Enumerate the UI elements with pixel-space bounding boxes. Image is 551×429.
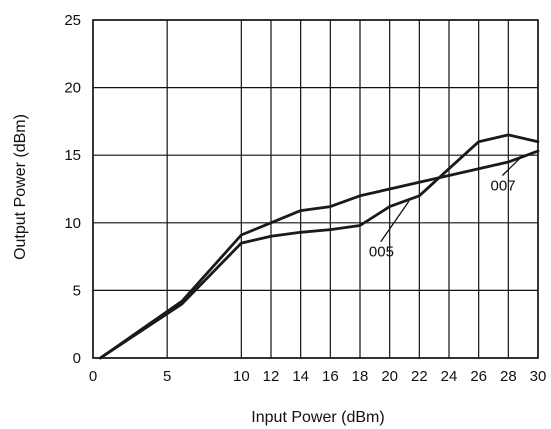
grid (92, 19, 539, 359)
x-tick-label: 5 (163, 368, 171, 385)
series-lines (99, 133, 540, 360)
x-tick-label: 28 (500, 368, 517, 385)
y-tick-label: 10 (64, 215, 81, 232)
series-line-005 (99, 133, 540, 360)
x-tick-label: 22 (411, 368, 428, 385)
x-tick-label: 26 (470, 368, 487, 385)
x-tick-label: 30 (530, 368, 547, 385)
annotation-label-005: 005 (369, 244, 394, 261)
series-line-007 (99, 149, 540, 360)
annotation-label-007: 007 (491, 177, 516, 194)
annotations: 005 007 (369, 154, 524, 261)
x-tick-label: 0 (89, 368, 97, 385)
x-tick-label: 16 (322, 368, 339, 385)
y-tick-label: 15 (64, 147, 81, 164)
y-tick-label: 0 (73, 350, 81, 367)
plot-frame (92, 19, 539, 359)
tick-labels: 0 5 10 12 14 16 18 20 22 24 26 28 30 0 5 10 15 20 25 (64, 12, 546, 385)
y-tick-label: 25 (64, 12, 81, 29)
x-tick-label: 18 (352, 368, 369, 385)
x-axis-label: Input Power (dBm) (251, 409, 384, 426)
x-tick-label: 12 (263, 368, 280, 385)
y-tick-label: 20 (64, 80, 81, 97)
annotation-leader-005 (380, 200, 410, 243)
x-tick-label: 14 (292, 368, 309, 385)
x-tick-label: 10 (233, 368, 250, 385)
y-axis-label: Output Power (dBm) (12, 114, 29, 260)
annotation-leader-007 (501, 154, 524, 176)
x-tick-label: 20 (381, 368, 398, 385)
y-tick-label: 5 (73, 282, 81, 299)
x-tick-label: 24 (441, 368, 458, 385)
